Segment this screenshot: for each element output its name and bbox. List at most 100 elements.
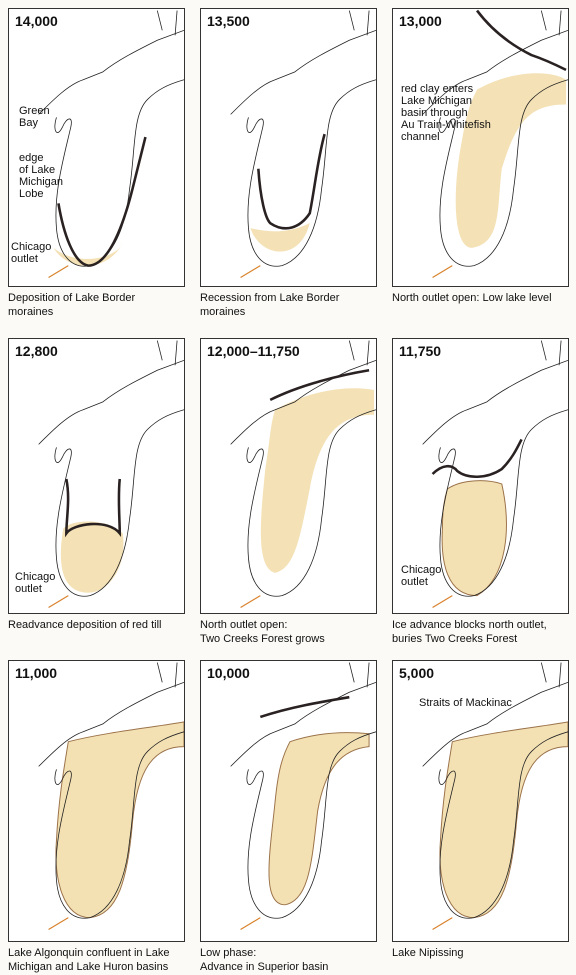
map-label: Chicago outlet: [11, 241, 51, 265]
lake: [439, 721, 568, 919]
label-line: of Lake: [19, 164, 56, 176]
ice-margin: [57, 136, 147, 267]
outlet-arrow: [240, 595, 261, 609]
lake: [250, 223, 310, 252]
ice-margin: [269, 368, 370, 402]
coastline: [230, 10, 376, 267]
label-line: Chicago: [401, 564, 442, 576]
map-label: Chicago outlet: [401, 564, 441, 588]
lake: [53, 242, 123, 266]
lake: [60, 521, 124, 593]
label-line: Lake Michigan: [401, 95, 472, 107]
map: [38, 340, 184, 609]
map-panel: 10,000: [200, 660, 377, 942]
year-label: 11,750: [399, 343, 442, 359]
map: [230, 662, 376, 931]
caption: Low phase: Advance in Superior basin: [200, 946, 380, 974]
caption: North outlet open: Low lake level: [392, 291, 572, 305]
year-label: 14,000: [15, 13, 58, 29]
label-line: outlet: [15, 583, 42, 595]
ice-margin: [476, 9, 567, 72]
caption-line: buries Two Creeks Forest: [392, 633, 518, 645]
caption-line: Lake Nipissing: [392, 947, 464, 959]
outlet-arrow: [48, 595, 69, 609]
label-line: channel: [401, 131, 440, 143]
caption: Recession from Lake Border moraines: [200, 291, 380, 319]
map-panel: 13,500: [200, 8, 377, 287]
year-label: 11,000: [15, 665, 58, 681]
outlet-arrow: [240, 265, 261, 279]
label-line: Straits of Mackinac: [419, 697, 512, 709]
outlet-arrow: [48, 917, 69, 931]
caption-line: North outlet open: Low lake level: [392, 292, 552, 304]
label-line: red clay enters: [401, 83, 474, 95]
caption: Lake Algonquin confluent in Lake Michigan…: [8, 946, 188, 974]
ice-margin: [259, 695, 350, 719]
map-label: red clay enters Lake Michigan basin throug…: [401, 83, 491, 143]
map: [38, 662, 184, 931]
outlet-arrow: [432, 265, 453, 279]
caption-line: Two Creeks Forest grows: [200, 633, 325, 645]
caption-line: Readvance deposition of red till: [8, 619, 162, 631]
year-label: 13,500: [207, 13, 250, 29]
label-line: outlet: [11, 253, 38, 265]
label-line: Chicago: [15, 571, 56, 583]
map-panel: 14,000 Green Bay edge of Lake Michigan Lobe Chi…: [8, 8, 185, 287]
map: [230, 340, 376, 609]
label-line: edge: [19, 152, 44, 164]
map-panel: 5,000 Straits of Mackinac: [392, 660, 569, 942]
coastline: [230, 340, 376, 597]
coastline: [38, 10, 184, 267]
coastline: [422, 340, 568, 597]
label-line: Bay: [19, 117, 38, 129]
caption-line: Michigan and Lake Huron basins: [8, 961, 169, 973]
caption-line: moraines: [200, 306, 246, 318]
map-panel: 13,000 red clay enters Lake Michigan basin …: [392, 8, 569, 287]
caption: Ice advance blocks north outlet, buries T…: [392, 618, 572, 646]
caption-line: Advance in Superior basin: [200, 961, 329, 973]
label-line: Green: [19, 105, 50, 117]
outlet-arrow: [432, 917, 453, 931]
map: [422, 9, 568, 279]
lake: [441, 480, 507, 597]
coastline: [422, 10, 568, 267]
caption-line: Low phase:: [200, 947, 257, 959]
map-panel: 12,000–11,750: [200, 338, 377, 614]
ice-margin: [65, 478, 122, 538]
year-label: 5,000: [399, 665, 435, 681]
ice-margin: [431, 438, 523, 479]
coastline: [230, 662, 376, 919]
label-line: Michigan: [19, 176, 64, 188]
label-line: outlet: [401, 576, 428, 588]
lake: [260, 388, 375, 573]
caption-line: Lake Algonquin confluent in Lake: [8, 947, 170, 959]
map: [230, 10, 376, 279]
caption: Deposition of Lake Border moraines: [8, 291, 188, 319]
coastline: [38, 340, 184, 597]
caption: Lake Nipissing: [392, 946, 572, 960]
year-label: 10,000: [207, 665, 250, 681]
map: [38, 10, 184, 279]
outlet-arrow: [48, 265, 69, 279]
map-panel: 11,000: [8, 660, 185, 942]
label-line: basin through: [401, 107, 468, 119]
year-label: 12,800: [15, 343, 58, 359]
caption-line: Recession from Lake Border: [200, 292, 340, 304]
map: [422, 662, 568, 931]
map-panel: 12,800 Chicago outlet: [8, 338, 185, 614]
map-label: Chicago outlet: [15, 571, 55, 595]
ice-margin: [257, 133, 326, 230]
label-line: Chicago: [11, 241, 52, 253]
caption-line: North outlet open:: [200, 619, 288, 631]
lake: [455, 73, 567, 248]
coastline: [38, 662, 184, 919]
caption: North outlet open: Two Creeks Forest grow…: [200, 618, 380, 646]
lake: [268, 732, 370, 906]
coastline: [422, 662, 568, 919]
caption: Readvance deposition of red till: [8, 618, 188, 632]
map: [422, 340, 568, 609]
label-line: Au Train-Whitefish: [401, 119, 491, 131]
year-label: 12,000–11,750: [207, 343, 300, 359]
caption-line: moraines: [8, 306, 54, 318]
